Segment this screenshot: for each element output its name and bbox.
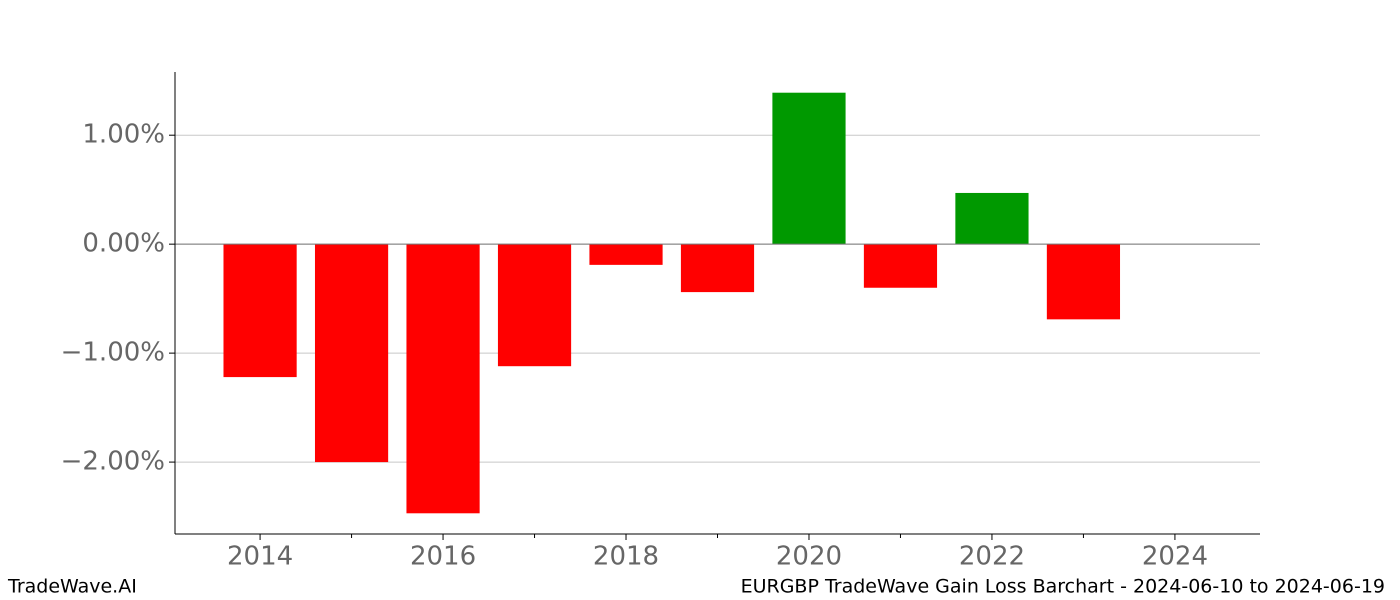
x-tick-label: 2024 [1142,542,1208,572]
x-tick-label: 2022 [959,542,1025,572]
bar [680,244,755,293]
chart-title: EURGBP TradeWave Gain Loss Barchart - 20… [741,576,1385,598]
bar [1046,244,1121,320]
bar [863,244,938,288]
y-tick-label: −1.00% [61,338,165,368]
source-label: TradeWave.AI [7,576,137,598]
y-tick-label: 1.00% [82,120,165,150]
bar [497,244,572,367]
x-tick-label: 2016 [410,542,476,572]
x-tick-label: 2020 [776,542,842,572]
x-tick-label: 2014 [227,542,293,572]
bar [314,244,389,463]
y-tick-label: −2.00% [61,447,165,477]
bar [406,244,480,514]
bar [223,244,297,378]
bar [955,192,1029,245]
x-tick-label: 2018 [593,542,659,572]
bar [772,92,846,245]
bar [589,244,663,265]
y-tick-label: 0.00% [82,229,165,259]
